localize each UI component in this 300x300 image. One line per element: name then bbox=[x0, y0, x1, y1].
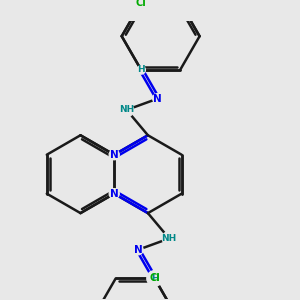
Circle shape bbox=[153, 94, 163, 103]
Text: NH: NH bbox=[162, 234, 177, 243]
Circle shape bbox=[147, 271, 162, 286]
Text: N: N bbox=[110, 150, 118, 160]
Text: Cl: Cl bbox=[149, 273, 160, 284]
Circle shape bbox=[109, 189, 119, 199]
Circle shape bbox=[109, 150, 119, 160]
Text: N: N bbox=[153, 94, 162, 103]
Circle shape bbox=[162, 232, 176, 245]
Text: NH: NH bbox=[119, 105, 134, 114]
Circle shape bbox=[151, 274, 159, 283]
Circle shape bbox=[133, 245, 143, 255]
Circle shape bbox=[134, 0, 149, 10]
Text: N: N bbox=[134, 245, 142, 255]
Text: H: H bbox=[151, 274, 158, 283]
Circle shape bbox=[120, 103, 134, 117]
Text: N: N bbox=[110, 189, 118, 199]
Circle shape bbox=[137, 66, 146, 74]
Text: H: H bbox=[137, 65, 145, 74]
Text: Cl: Cl bbox=[136, 0, 147, 8]
